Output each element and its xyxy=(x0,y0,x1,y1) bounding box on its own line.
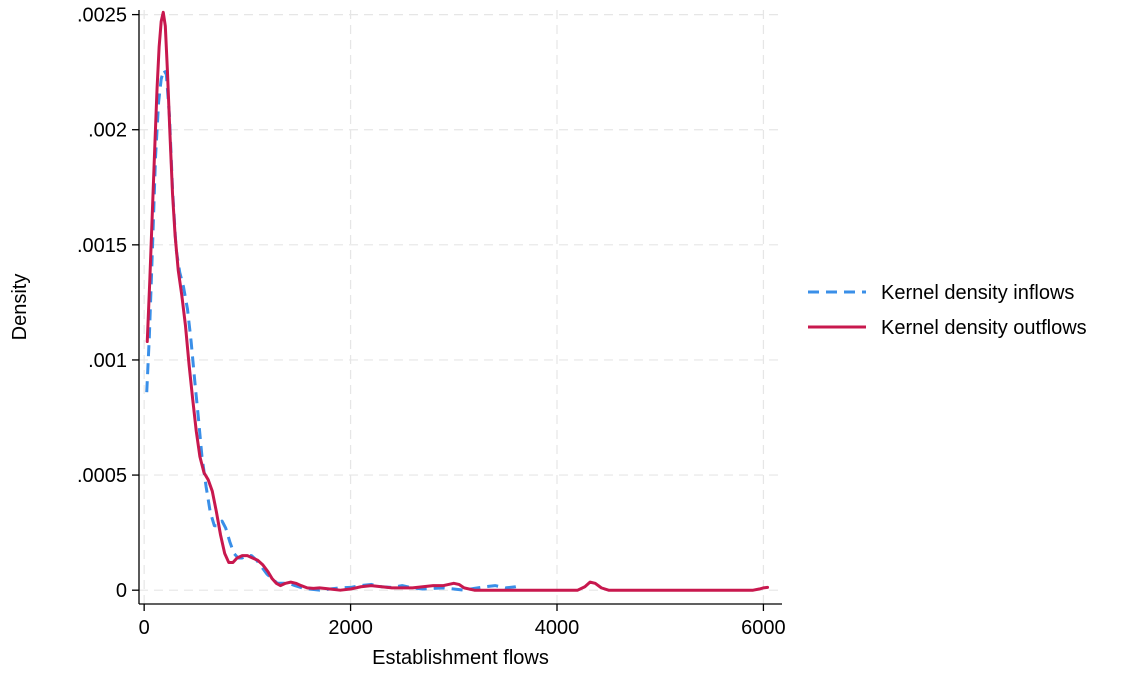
legend: Kernel density inflows Kernel density out… xyxy=(808,282,1087,339)
axes xyxy=(138,10,782,605)
data-series xyxy=(145,10,770,592)
y-tick-label: .0005 xyxy=(77,465,127,487)
series-line-inflows xyxy=(145,68,522,592)
x-tick-label: 2000 xyxy=(328,617,373,639)
series-line-outflows xyxy=(145,10,770,592)
x-axis-title: Establishment flows xyxy=(372,647,549,669)
grid-lines xyxy=(139,10,782,604)
legend-label: Kernel density inflows xyxy=(881,282,1074,304)
y-tick-label: .001 xyxy=(88,350,127,372)
x-tick-label: 6000 xyxy=(741,617,786,639)
y-tick-label: .002 xyxy=(88,120,127,142)
y-tick-label: .0015 xyxy=(77,235,127,257)
y-tick-label: 0 xyxy=(116,580,127,602)
y-axis-title: Density xyxy=(9,274,31,341)
tick-labels: 0 .0005 .001 .0015 .002 .0025 0 2000 4000 6000 xyxy=(77,5,786,639)
legend-label: Kernel density outflows xyxy=(881,317,1087,339)
x-tick-label: 4000 xyxy=(535,617,580,639)
x-tick-label: 0 xyxy=(139,617,150,639)
y-tick-label: .0025 xyxy=(77,5,127,27)
